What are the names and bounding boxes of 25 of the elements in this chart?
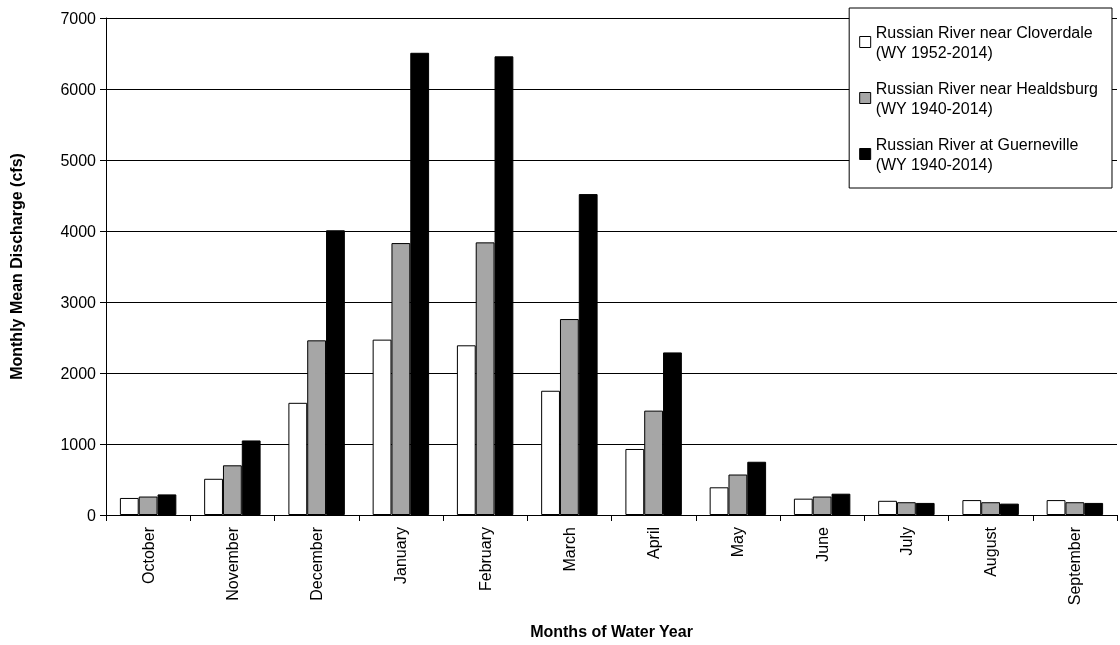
legend-label: Russian River at Guerneville (WY 1940-2014) [875, 135, 1079, 173]
y-axis-title: Monthly Mean Discharge (cfs) [7, 153, 25, 380]
y-tick-label: 5000 [60, 151, 97, 169]
x-tick-label: January [392, 527, 410, 584]
x-tick-label: November [223, 526, 241, 601]
x-tick-label: December [308, 526, 326, 601]
y-tick-label: 6000 [60, 80, 97, 98]
x-tick-label: July [897, 527, 915, 556]
y-tick-label: 2000 [60, 364, 97, 382]
x-tick-label: May [729, 527, 747, 558]
y-tick-label: 3000 [60, 293, 97, 311]
y-tick-label: 1000 [60, 435, 97, 453]
legend-label: Russian River near Cloverdale (WY 1952-2014) [875, 23, 1093, 61]
x-tick-label: March [560, 527, 578, 572]
x-axis-title: Months of Water Year [530, 622, 693, 640]
y-tick-label: 7000 [60, 9, 97, 27]
y-tick-label: 4000 [60, 222, 97, 240]
x-tick-label: August [982, 526, 1000, 577]
x-tick-label: September [1066, 526, 1084, 606]
x-tick-label: June [813, 526, 831, 562]
x-tick-label: April [645, 527, 663, 560]
y-tick-label: 0 [87, 506, 97, 524]
legend-label: Russian River near Healdsburg (WY 1940-2014) [875, 79, 1098, 117]
x-tick-label: February [476, 527, 494, 592]
x-tick-label: October [139, 526, 157, 584]
